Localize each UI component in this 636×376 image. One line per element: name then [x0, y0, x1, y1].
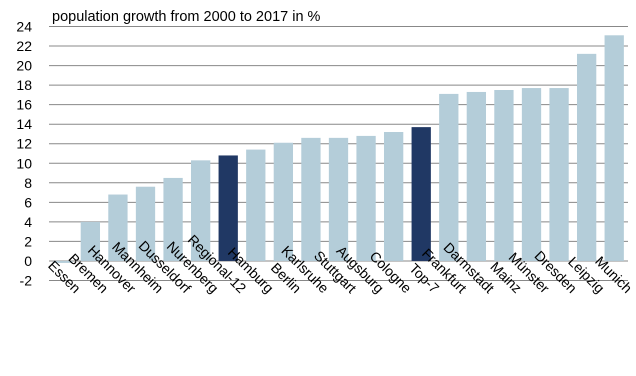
y-tick-label: 8 — [24, 175, 32, 191]
y-tick-label: 16 — [16, 97, 32, 113]
chart-title: population growth from 2000 to 2017 in % — [52, 9, 321, 25]
bar — [190, 160, 211, 261]
y-tick-label: 20 — [16, 58, 32, 74]
bar — [604, 35, 624, 261]
y-tick-label: 4 — [24, 214, 32, 230]
bar — [246, 149, 266, 261]
y-tick-label: -2 — [20, 273, 33, 289]
bar — [466, 91, 487, 261]
bar — [163, 177, 183, 261]
bar — [135, 186, 156, 261]
bar — [80, 221, 101, 261]
bar — [328, 137, 349, 261]
bar — [383, 132, 404, 261]
bar — [521, 88, 542, 261]
y-tick-label: 12 — [16, 136, 32, 152]
y-tick-label: 6 — [24, 194, 32, 210]
bar — [549, 88, 569, 261]
y-tick-label: 0 — [24, 253, 32, 269]
bar — [301, 137, 321, 261]
bar — [108, 194, 128, 261]
bar — [356, 135, 376, 261]
bar — [411, 127, 431, 261]
y-tick-label: 24 — [16, 19, 32, 35]
bar — [494, 90, 514, 261]
bar — [53, 260, 73, 263]
bars — [53, 35, 624, 263]
bar — [439, 93, 459, 261]
bar — [273, 142, 294, 261]
bar — [576, 53, 597, 261]
y-tick-label: 22 — [16, 38, 32, 54]
y-tick-label: 10 — [16, 155, 32, 171]
y-tick-label: 14 — [16, 116, 32, 132]
y-tick-label: 18 — [16, 77, 32, 93]
y-tick-label: 2 — [24, 233, 32, 249]
bar — [218, 155, 238, 261]
